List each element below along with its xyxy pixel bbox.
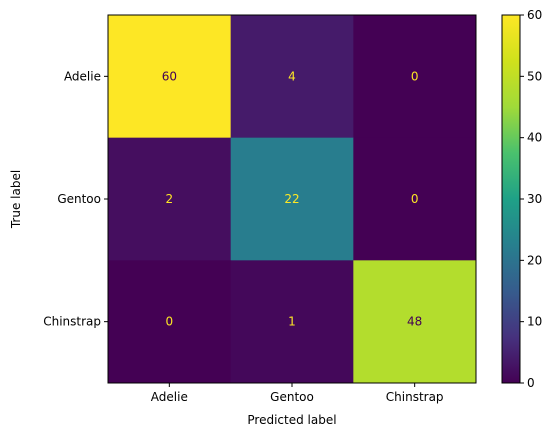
x-tick-label: Gentoo <box>270 390 314 404</box>
colorbar-tick-label: 30 <box>527 192 542 206</box>
cell-label-r2-c2: 48 <box>407 315 422 329</box>
y-axis-ticks: Adelie Gentoo Chinstrap <box>43 69 108 329</box>
heatmap-cell-r1-c1 <box>230 137 354 261</box>
y-tick-label: Gentoo <box>57 192 101 206</box>
cell-label-r1-c1: 22 <box>284 192 299 206</box>
y-axis-label: True label <box>9 170 23 229</box>
colorbar <box>501 14 521 384</box>
cell-label-r0-c0: 60 <box>162 69 177 83</box>
cell-label-r2-c1: 1 <box>288 315 296 329</box>
heatmap-cell-r0-c1 <box>230 15 354 139</box>
heatmap-cell-r0-c2 <box>353 15 477 139</box>
heatmap-cell-r0-c0 <box>108 15 232 139</box>
colorbar-tick-label: 40 <box>527 131 542 145</box>
colorbar-tick-label: 60 <box>527 8 542 22</box>
heatmap-cells <box>108 15 477 384</box>
colorbar-tick-label: 0 <box>527 376 535 390</box>
cell-label-r2-c0: 0 <box>166 315 174 329</box>
y-tick-label: Adelie <box>64 69 101 83</box>
cell-value-labels: 60 4 02 22 00 1 48 <box>162 69 423 328</box>
x-axis-ticks: Adelie Gentoo Chinstrap <box>151 383 444 404</box>
x-axis-label: Predicted label <box>247 413 336 427</box>
colorbar-tick-label: 10 <box>527 315 542 329</box>
heatmap-cell-r2-c0 <box>108 260 232 384</box>
heatmap-cell-r2-c1 <box>230 260 354 384</box>
colorbar-ticks: 0 10 20 30 40 50 60 <box>520 8 542 390</box>
y-tick-label: Chinstrap <box>43 315 101 329</box>
x-tick-label: Adelie <box>151 390 188 404</box>
heatmap-cell-r1-c0 <box>108 137 232 261</box>
cell-label-r0-c1: 4 <box>288 69 296 83</box>
colorbar-tick-label: 50 <box>527 69 542 83</box>
colorbar-tick-label: 20 <box>527 253 542 267</box>
cell-label-r0-c2: 0 <box>411 69 419 83</box>
x-tick-label: Chinstrap <box>386 390 444 404</box>
heatmap-cell-r1-c2 <box>353 137 477 261</box>
cell-label-r1-c0: 2 <box>166 192 174 206</box>
cell-label-r1-c2: 0 <box>411 192 419 206</box>
heatmap-cell-r2-c2 <box>353 260 477 384</box>
